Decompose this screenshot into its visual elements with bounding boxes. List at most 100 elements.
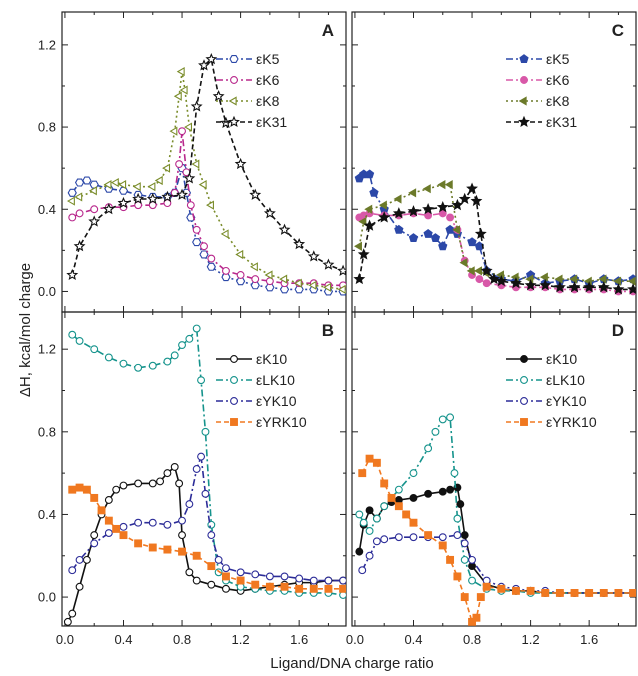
y-tick-label: 0.0: [38, 590, 56, 605]
data-point: [119, 522, 128, 531]
data-point: [438, 415, 447, 424]
data-point: [458, 192, 471, 205]
data-point: [207, 580, 216, 589]
series-line: [71, 167, 344, 293]
series-1: [68, 127, 346, 290]
legend: εK5 εK6 εK8 εK31: [216, 51, 287, 130]
data-point: [170, 351, 179, 360]
legend-marker: [518, 96, 527, 106]
data-point: [75, 483, 84, 492]
plot-area: [66, 53, 346, 296]
data-point: [175, 479, 184, 488]
legend-marker: [518, 115, 530, 128]
data-point: [446, 555, 455, 564]
data-point: [380, 502, 389, 511]
panels: 0.00.40.81.2AεK5εK6εK8εK310.00.40.81.20.…: [38, 11, 637, 647]
data-point: [402, 510, 411, 519]
panel-letter: B: [322, 321, 334, 340]
data-point: [178, 127, 186, 136]
legend-label: εK5: [256, 51, 280, 67]
data-point: [393, 194, 402, 204]
data-point: [212, 90, 225, 102]
series-line: [72, 486, 344, 590]
data-point: [293, 237, 306, 250]
series-2: [66, 66, 346, 294]
data-point: [364, 169, 375, 179]
series-3: [66, 53, 346, 281]
data-point: [82, 555, 91, 564]
data-point: [198, 180, 207, 190]
data-point: [63, 617, 72, 626]
legend-marker: [230, 76, 238, 84]
data-point: [222, 584, 230, 593]
data-point: [163, 545, 172, 554]
legend-marker: [230, 418, 238, 426]
data-point: [190, 100, 203, 112]
data-point: [354, 241, 362, 251]
data-point: [88, 215, 101, 227]
data-point: [627, 283, 636, 295]
data-point: [468, 576, 476, 585]
data-point: [263, 207, 276, 219]
data-point: [423, 229, 433, 238]
data-point: [372, 514, 381, 523]
series-line: [71, 71, 344, 291]
data-point: [394, 533, 403, 542]
data-point: [178, 341, 186, 349]
panel-letter: D: [612, 321, 624, 340]
legend-marker: [230, 355, 238, 363]
data-point: [235, 249, 244, 260]
data-point: [357, 248, 370, 260]
data-point: [112, 524, 121, 533]
series-line: [358, 186, 634, 291]
data-point: [68, 330, 77, 339]
legend-label: εK8: [546, 93, 570, 109]
panel-frame: [61, 311, 347, 627]
data-point: [184, 122, 193, 132]
data-point: [337, 284, 346, 294]
data-point: [629, 589, 636, 597]
data-point: [162, 163, 171, 173]
data-point: [422, 184, 431, 194]
data-point: [568, 281, 581, 293]
data-point: [438, 541, 447, 550]
data-point: [424, 444, 433, 453]
data-point: [205, 53, 218, 65]
data-point: [359, 518, 368, 527]
y-tick-label: 0.8: [38, 120, 56, 135]
data-point: [430, 233, 441, 242]
data-point: [293, 278, 302, 288]
data-point: [192, 576, 201, 585]
data-point: [408, 233, 419, 242]
data-point: [110, 177, 119, 188]
data-point: [365, 527, 374, 535]
data-point: [183, 172, 196, 184]
legend-marker: [230, 397, 238, 405]
data-point: [156, 477, 165, 486]
data-point: [365, 506, 374, 515]
data-point: [323, 282, 332, 292]
data-point: [394, 502, 403, 511]
plot-area: [353, 169, 636, 296]
data-point: [90, 493, 99, 502]
data-point: [378, 200, 387, 210]
data-point: [192, 225, 201, 234]
data-point: [369, 187, 379, 197]
data-point: [583, 281, 596, 293]
data-point: [206, 262, 216, 271]
series-1: [68, 324, 346, 599]
data-point: [358, 469, 367, 478]
legend-label: εK5: [546, 51, 570, 67]
plot-area: [355, 413, 636, 626]
data-point: [599, 589, 608, 597]
data-point: [66, 196, 75, 206]
data-point: [192, 238, 202, 247]
data-point: [450, 469, 459, 478]
data-point: [355, 510, 364, 519]
data-point: [353, 272, 366, 285]
data-point: [627, 276, 636, 286]
y-tick-label: 1.2: [38, 342, 56, 357]
x-tick-label: 0.8: [173, 632, 191, 647]
data-point: [178, 547, 186, 556]
